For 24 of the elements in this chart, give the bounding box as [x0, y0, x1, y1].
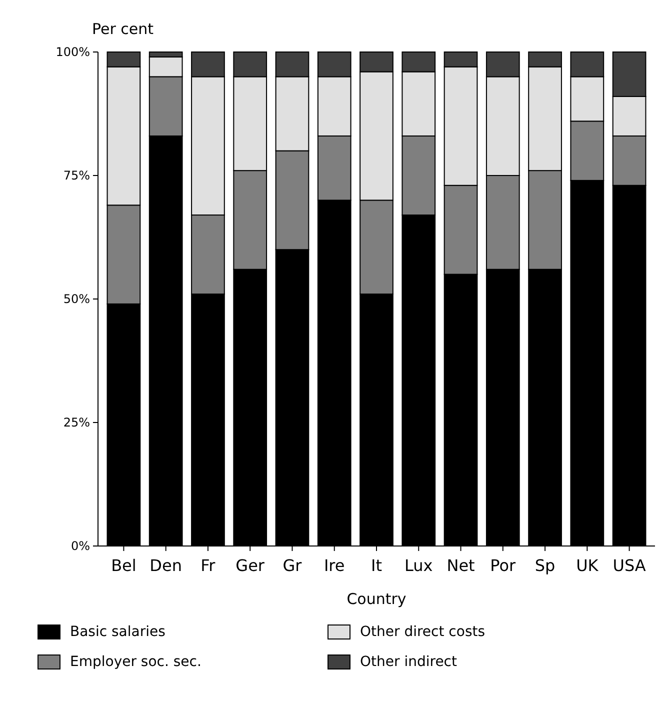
legend-label: Employer soc. sec.: [70, 654, 202, 670]
y-tick-label: 50%: [63, 292, 90, 306]
x-tick-label: UK: [576, 556, 599, 575]
x-tick-label: Bel: [111, 556, 136, 575]
x-tick-label: Lux: [404, 556, 433, 575]
legend-label: Basic salaries: [70, 624, 166, 640]
x-tick-label: Sp: [534, 556, 556, 575]
x-tick-label: Por: [490, 556, 516, 575]
x-tick-label: Gr: [282, 556, 302, 575]
x-tick-label: Fr: [200, 556, 216, 575]
y-tick-label: 25%: [63, 416, 90, 430]
x-tick-label: Den: [150, 556, 182, 575]
legend-label: Other indirect: [360, 654, 458, 670]
y-tick-label: 100%: [56, 45, 90, 60]
x-tick-label: Net: [446, 556, 475, 575]
x-tick-label: Ger: [236, 556, 265, 575]
y-tick-label: 75%: [63, 168, 90, 183]
x-axis-title: Country: [346, 590, 406, 608]
x-tick-label: USA: [612, 556, 646, 575]
y-tick-label: 0%: [70, 539, 90, 554]
x-tick-label: It: [371, 556, 382, 575]
x-tick-label: Ire: [324, 556, 345, 575]
legend-label: Other direct costs: [360, 624, 486, 640]
y-axis-title: Per cent: [92, 20, 154, 38]
